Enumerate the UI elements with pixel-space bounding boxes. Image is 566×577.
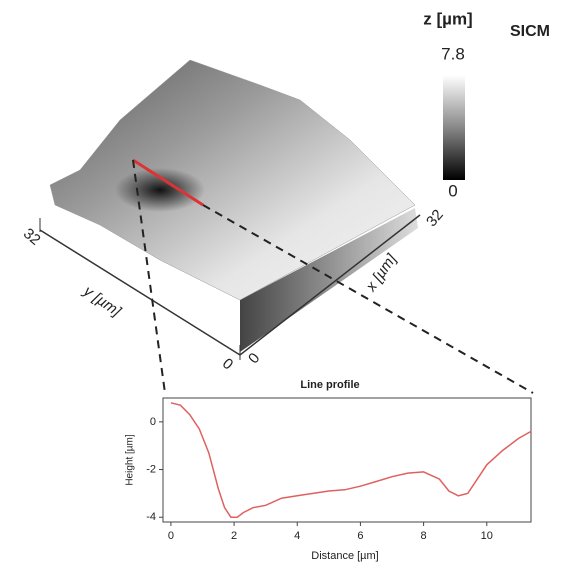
- x-tick-label: 2: [231, 530, 237, 542]
- colorbar-tick: 7.8: [441, 44, 465, 63]
- chart-title: Line profile: [300, 379, 359, 391]
- x-tick-label: 10: [481, 530, 493, 542]
- x-tick-label: 32: [423, 206, 447, 230]
- plot-frame: [163, 398, 531, 522]
- x-axis-label: Distance [µm]: [311, 550, 378, 562]
- panel-label: SICM: [510, 23, 550, 40]
- figure: 32 0 0 32 y [µm] x [µm] z [µm] 7.8 0 SIC…: [0, 0, 566, 572]
- y-tick-label: 0: [219, 355, 236, 373]
- colorbar: [443, 75, 465, 180]
- y-tick-label: -4: [146, 511, 156, 523]
- colorbar-title: z [µm]: [423, 9, 472, 28]
- colorbar-tick: 0: [448, 181, 457, 200]
- y-tick-label: 0: [150, 416, 156, 428]
- y-axis-label: Height [µm]: [125, 434, 136, 486]
- x-tick-label: 0: [168, 530, 174, 542]
- x-tick-label: 8: [421, 530, 427, 542]
- y-axis-label: y [µm]: [80, 282, 125, 321]
- x-tick-label: 6: [357, 530, 363, 542]
- x-tick-label: 4: [294, 530, 300, 542]
- x-tick-label: 0: [245, 350, 263, 367]
- y-tick-label: -2: [146, 463, 156, 475]
